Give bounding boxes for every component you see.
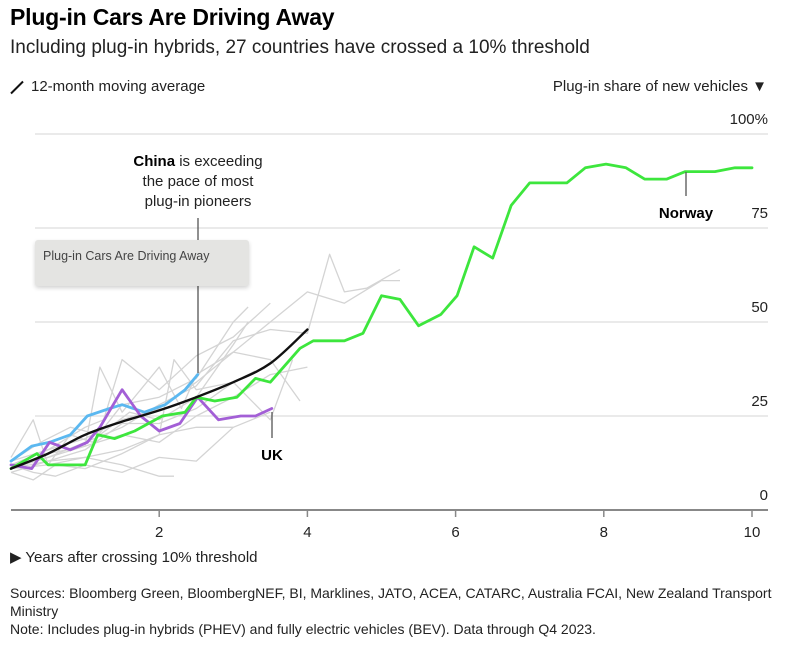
uk-annotation: UK xyxy=(261,447,283,464)
other-country-line-15 xyxy=(10,321,249,462)
x-axis-title[interactable]: ▶ Years after crossing 10% threshold xyxy=(10,549,258,566)
norway-annotation: Norway xyxy=(659,205,714,222)
x-axis: 2 4 6 8 10 xyxy=(11,509,768,541)
legend-moving-average: 12-month moving average xyxy=(10,78,205,95)
other-country-line-13 xyxy=(10,426,234,477)
x-tick-label-4: 4 xyxy=(303,524,311,541)
y-tick-label-100: 100% xyxy=(730,111,768,128)
note-text: Note: Includes plug-in hybrids (PHEV) an… xyxy=(10,621,596,637)
y-tick-label-75: 75 xyxy=(751,205,768,222)
sources-text: Sources: Bloomberg Green, BloombergNEF, … xyxy=(10,585,772,619)
other-country-line-12 xyxy=(10,366,308,470)
chart-title: Plug-in Cars Are Driving Away xyxy=(10,4,335,30)
other-country-line-11 xyxy=(10,358,256,470)
y-tick-label-25: 25 xyxy=(751,393,768,410)
norway-line xyxy=(9,162,754,470)
y-axis-ticks: 0 25 50 75 100% xyxy=(730,111,768,504)
other-country-line-14 xyxy=(10,456,174,477)
other-country-line-9 xyxy=(10,359,294,474)
china-annotation-line1: China is exceeding xyxy=(133,153,262,170)
china-annotation-bold: China xyxy=(133,153,175,170)
chart-subtitle: Including plug-in hybrids, 27 countries … xyxy=(10,37,590,58)
x-tick-label-8: 8 xyxy=(600,524,608,541)
china-annotation-line2: the pace of most xyxy=(143,173,255,190)
other-country-lines xyxy=(10,253,401,481)
gridlines xyxy=(35,133,768,417)
china-annotation-line3: plug-in pioneers xyxy=(145,193,252,210)
x-tick-label-10: 10 xyxy=(744,524,761,541)
china-annotation-rest: is exceeding xyxy=(175,153,263,170)
other-country-line-7 xyxy=(10,302,271,462)
y-axis-title[interactable]: Plug-in share of new vehicles ▼ xyxy=(552,78,767,95)
moving-average-line xyxy=(9,328,309,470)
other-country-line-10 xyxy=(10,411,271,481)
other-country-line-4 xyxy=(10,279,400,466)
y-tick-label-50: 50 xyxy=(751,299,768,316)
tooltip: Plug-in Cars Are Driving Away xyxy=(35,240,249,286)
footer-notes: Sources: Bloomberg Green, BloombergNEF, … xyxy=(10,584,790,638)
legend-moving-average-label: 12-month moving average xyxy=(31,78,206,95)
x-tick-label-2: 2 xyxy=(155,524,163,541)
y-tick-label-0: 0 xyxy=(760,487,768,504)
x-tick-label-6: 6 xyxy=(451,524,459,541)
highlighted-lines xyxy=(9,162,754,470)
